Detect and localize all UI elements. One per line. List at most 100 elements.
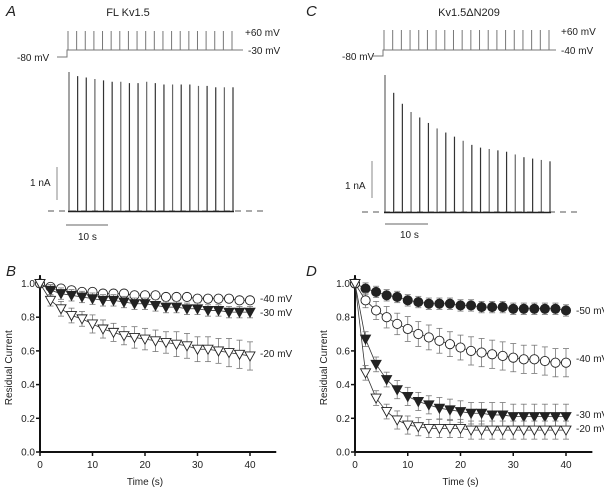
data-point [149, 300, 162, 312]
data-point [202, 306, 214, 317]
x-tick-label: 40 [560, 460, 572, 471]
data-point [455, 300, 466, 311]
data-point [455, 342, 466, 353]
x-tick-label: 30 [508, 460, 520, 471]
data-point [465, 425, 477, 437]
data-point [381, 290, 392, 301]
data-point [476, 347, 487, 358]
data-point [465, 408, 477, 420]
data-point [508, 303, 519, 314]
data-point [539, 412, 551, 423]
data-point [444, 339, 456, 350]
data-point [529, 354, 540, 365]
data-point [55, 304, 67, 315]
data-point [423, 332, 434, 343]
y-tick-label: 0.4 [336, 380, 350, 391]
data-point [86, 294, 99, 305]
data-point [76, 292, 88, 303]
data-point [233, 307, 246, 319]
data-point [381, 312, 392, 323]
series-label: -40 mV [260, 294, 293, 305]
panel-a-time-scale-label: 10 s [78, 232, 97, 243]
series-label: -40 mV [576, 354, 604, 365]
data-point [44, 285, 57, 297]
data-point [518, 425, 530, 437]
data-point [181, 341, 193, 352]
data-point [391, 385, 403, 396]
series-label: -30 mV [260, 308, 293, 319]
data-point [128, 299, 141, 310]
y-tick-label: 0.2 [336, 414, 350, 425]
data-point [160, 302, 172, 314]
data-point [65, 290, 78, 302]
data-point [518, 354, 529, 365]
series--50mv: -50 mV [349, 278, 604, 317]
series-label: -30 mV [576, 410, 604, 421]
data-point [149, 336, 162, 347]
y-tick-label: 0.8 [336, 313, 350, 324]
series-label: -20 mV [260, 349, 293, 360]
data-point [475, 408, 488, 420]
data-point [549, 412, 562, 423]
data-point [549, 425, 562, 437]
series--20mv: -20 mV [34, 279, 293, 371]
data-point [213, 293, 224, 304]
data-point [212, 346, 225, 357]
data-point [139, 334, 151, 346]
data-point [560, 425, 572, 437]
data-point [244, 307, 256, 319]
data-point [76, 314, 88, 325]
panel-letter-d: D [306, 263, 317, 280]
data-point [454, 423, 467, 435]
x-tick-label: 10 [87, 460, 99, 471]
x-tick-label: 40 [244, 460, 256, 471]
panel-b-chart: 0.0 0.2 0.4 0.6 0.8 1.0 0 10 20 30 40 Time (s) Resid… [4, 275, 293, 488]
data-point [402, 323, 413, 335]
data-point [433, 423, 446, 435]
data-point [233, 349, 246, 361]
data-point [192, 293, 203, 304]
data-point [349, 279, 361, 290]
y-tick-label: 1.0 [336, 279, 350, 290]
panel-letter-a: A [5, 3, 16, 20]
y-tick-label: 0.6 [21, 346, 35, 357]
y-tick-label: 0.4 [21, 380, 35, 391]
x-tick-label: 30 [192, 460, 204, 471]
series--30mv: -30 mV [34, 279, 293, 319]
data-point [454, 407, 467, 418]
data-point [486, 425, 498, 437]
data-point [497, 302, 508, 313]
data-point [508, 352, 519, 363]
panel-c-traces [362, 30, 578, 225]
data-point [370, 393, 382, 405]
series--40mv: -40 mV [349, 278, 604, 378]
data-point [150, 290, 161, 301]
data-point [223, 293, 235, 304]
series-label: -50 mV [576, 306, 604, 317]
data-point [65, 311, 78, 322]
data-point [34, 279, 46, 290]
data-point [392, 291, 403, 303]
data-point [560, 357, 572, 368]
data-point [444, 423, 456, 435]
y-tick-label: 0.8 [21, 313, 35, 324]
data-point [507, 425, 520, 437]
data-point [86, 319, 99, 330]
data-point [507, 412, 520, 423]
panel-a-pulse-voltage: +60 mV [245, 28, 280, 39]
data-point [413, 296, 424, 308]
data-point [497, 350, 508, 362]
panel-letter-c: C [306, 3, 317, 20]
data-point [371, 305, 382, 316]
data-point [391, 415, 403, 426]
data-point [528, 412, 541, 423]
data-point [475, 425, 488, 437]
data-point [223, 307, 235, 319]
data-point [529, 303, 540, 314]
data-point [496, 410, 509, 421]
data-point [412, 422, 425, 433]
data-point [55, 289, 67, 300]
y-tick-label: 0.6 [336, 346, 350, 357]
x-tick-label: 20 [139, 460, 151, 471]
data-point [223, 348, 235, 359]
